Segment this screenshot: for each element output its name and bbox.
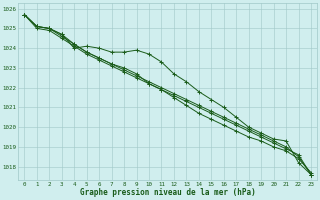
X-axis label: Graphe pression niveau de la mer (hPa): Graphe pression niveau de la mer (hPa) xyxy=(80,188,256,197)
